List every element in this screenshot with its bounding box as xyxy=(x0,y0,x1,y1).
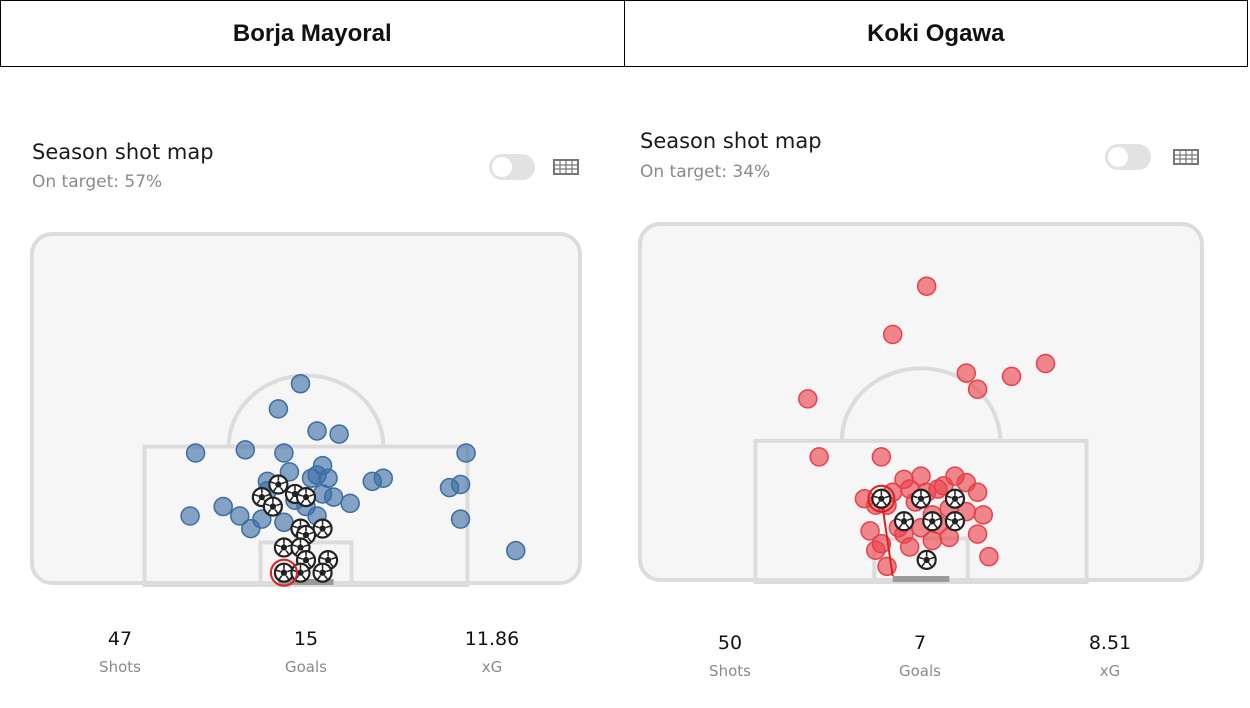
shot-marker xyxy=(973,505,994,525)
shot-marker xyxy=(1001,366,1022,387)
player-name-left: Borja Mayoral xyxy=(232,19,392,47)
shot-marker xyxy=(877,556,897,577)
shot-marker xyxy=(279,462,300,482)
goal-marker xyxy=(273,562,295,583)
shot-marker xyxy=(967,524,988,544)
xg-label: xG xyxy=(481,658,503,676)
shot-marker xyxy=(871,447,892,467)
shot-map-pitch xyxy=(638,222,1204,584)
view-toggle[interactable] xyxy=(1105,144,1151,170)
shot-marker xyxy=(865,540,886,560)
shot-marker xyxy=(860,521,880,541)
shot-marker xyxy=(1035,353,1056,374)
shots-value: 47 xyxy=(107,628,133,650)
shot-marker xyxy=(882,324,903,345)
shot-map-pitch xyxy=(30,232,582,587)
on-target-text: On target: 57% xyxy=(32,172,163,192)
shot-marker xyxy=(450,474,471,495)
shot-marker xyxy=(506,540,526,561)
shot-marker xyxy=(967,379,988,399)
on-target-text: On target: 34% xyxy=(640,162,771,182)
shot-marker xyxy=(956,363,977,383)
player-name-right: Koki Ogawa xyxy=(623,1,1248,66)
shot-marker xyxy=(290,373,311,394)
goal-marker xyxy=(893,511,915,532)
shot-marker xyxy=(340,493,360,514)
panel-title: Season shot map xyxy=(32,140,214,164)
goal-marker xyxy=(910,488,932,509)
shot-marker xyxy=(967,482,988,503)
shot-marker xyxy=(922,530,943,551)
goal-mouth xyxy=(278,579,334,585)
shot-marker xyxy=(329,424,349,444)
goal-marker xyxy=(916,549,937,570)
goals-value: 7 xyxy=(913,632,927,654)
penalty-arc xyxy=(226,373,386,447)
shot-marker xyxy=(456,443,476,463)
goal-net-icon[interactable] xyxy=(1172,146,1200,168)
stat-goals: 15 Goals xyxy=(246,628,366,676)
shot-marker xyxy=(373,468,394,488)
xg-value: 8.51 xyxy=(1088,632,1132,654)
shot-marker xyxy=(798,389,818,409)
shot-marker xyxy=(916,276,937,296)
shot-map-panel-right: Season shot map On target: 34% 50 Shots … xyxy=(608,0,1220,708)
goal-marker xyxy=(922,511,943,532)
view-toggle[interactable] xyxy=(489,154,535,180)
selected-shot-ring xyxy=(867,484,896,513)
goals-label: Goals xyxy=(899,662,941,680)
goal-marker xyxy=(312,518,333,539)
comparison-header: Borja Mayoral Koki Ogawa xyxy=(0,0,1248,67)
goal-net-icon[interactable] xyxy=(552,156,580,178)
panel-title: Season shot map xyxy=(640,129,822,153)
shot-marker xyxy=(213,496,233,517)
xg-value: 11.86 xyxy=(464,628,520,650)
goal-marker xyxy=(268,474,289,495)
goal-marker xyxy=(871,488,892,509)
goal-marker xyxy=(262,496,283,517)
goal-mouth xyxy=(892,576,950,582)
shot-marker xyxy=(301,468,322,488)
goal-marker xyxy=(312,562,333,583)
shot-marker xyxy=(230,506,250,526)
shot-marker xyxy=(809,447,829,467)
shots-value: 50 xyxy=(717,632,743,654)
shot-marker xyxy=(899,537,920,557)
goal-marker xyxy=(273,537,295,558)
goals-value: 15 xyxy=(293,628,319,650)
goals-label: Goals xyxy=(285,658,327,676)
stat-shots: 50 Shots xyxy=(670,632,790,680)
shot-marker xyxy=(268,399,289,419)
shot-marker xyxy=(274,512,294,533)
shots-label: Shots xyxy=(99,658,141,676)
shot-marker xyxy=(185,443,206,463)
shot-marker xyxy=(979,546,999,567)
shot-marker xyxy=(450,509,471,529)
goal-marker xyxy=(944,511,966,532)
selected-shot-ring xyxy=(269,558,298,587)
shot-marker xyxy=(323,487,344,507)
shot-marker xyxy=(180,506,200,526)
shot-marker xyxy=(307,421,327,441)
shots-label: Shots xyxy=(709,662,751,680)
toggle-knob xyxy=(1108,147,1128,167)
shot-marker xyxy=(252,509,272,529)
stat-goals: 7 Goals xyxy=(860,632,980,680)
stat-xg: 8.51 xG xyxy=(1050,632,1170,680)
shot-map-panel-left: Season shot map On target: 57% 47 Shots … xyxy=(0,0,612,708)
stat-shots: 47 Shots xyxy=(60,628,180,676)
xg-label: xG xyxy=(1099,662,1121,680)
shot-marker xyxy=(235,440,256,460)
goal-marker xyxy=(295,487,317,508)
goal-marker xyxy=(944,488,966,509)
shot-marker xyxy=(274,443,294,463)
toggle-knob xyxy=(492,157,512,177)
stat-xg: 11.86 xG xyxy=(432,628,552,676)
penalty-arc xyxy=(839,366,1003,441)
